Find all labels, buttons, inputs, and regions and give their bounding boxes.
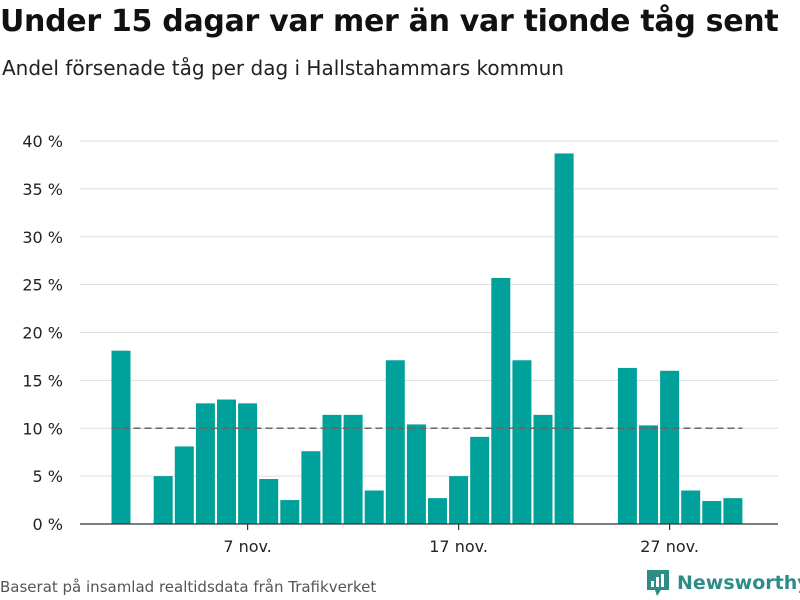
y-tick-label: 10 % bbox=[22, 419, 63, 438]
y-tick-label: 30 % bbox=[22, 228, 63, 247]
brand-logo: Newsworthy bbox=[645, 568, 800, 598]
bar bbox=[259, 478, 279, 524]
bars bbox=[111, 153, 743, 524]
y-tick-label: 25 % bbox=[22, 276, 63, 295]
y-tick-label: 5 % bbox=[33, 467, 63, 486]
newsworthy-logo-icon bbox=[647, 570, 669, 596]
bar bbox=[639, 425, 658, 524]
bar bbox=[533, 414, 553, 524]
bar bbox=[512, 360, 532, 524]
bar bbox=[322, 414, 342, 524]
brand-name: Newsworthy bbox=[677, 572, 800, 594]
bar bbox=[723, 498, 743, 524]
bar bbox=[449, 476, 469, 524]
bar bbox=[385, 360, 405, 524]
bar bbox=[238, 403, 258, 524]
bar bbox=[491, 277, 511, 524]
bar bbox=[174, 446, 194, 524]
bar bbox=[681, 490, 701, 524]
x-tick-label: 27 nov. bbox=[640, 537, 699, 556]
bar bbox=[217, 399, 236, 524]
bar bbox=[617, 367, 637, 524]
bar bbox=[364, 490, 384, 524]
y-tick-label: 0 % bbox=[33, 515, 63, 534]
bar bbox=[660, 370, 680, 524]
y-tick-label: 15 % bbox=[22, 371, 63, 390]
chart-subtitle: Andel försenade tåg per dag i Hallstaham… bbox=[2, 56, 564, 80]
bar bbox=[153, 476, 173, 524]
bar bbox=[470, 436, 490, 524]
bar bbox=[554, 153, 574, 524]
bar bbox=[195, 403, 215, 524]
x-axis: 7 nov. 17 nov. 27 nov. bbox=[80, 523, 778, 556]
bar bbox=[111, 350, 131, 524]
y-tick-label: 40 % bbox=[22, 132, 63, 151]
bar bbox=[301, 451, 321, 524]
y-axis-ticks: 0 % 5 % 10 % 15 % 20 % 25 % 30 % 35 % 40 % bbox=[22, 132, 63, 534]
source-note: Baserat på insamlad realtidsdata från Tr… bbox=[0, 578, 377, 596]
y-tick-label: 20 % bbox=[22, 324, 63, 343]
x-tick-label: 17 nov. bbox=[429, 537, 488, 556]
grid-lines bbox=[80, 140, 778, 477]
bar bbox=[702, 501, 722, 524]
x-tick-label: 7 nov. bbox=[223, 537, 272, 556]
bar bbox=[406, 424, 426, 524]
y-tick-label: 35 % bbox=[22, 180, 63, 199]
bar bbox=[343, 414, 363, 524]
bar bbox=[428, 498, 447, 524]
chart-title: Under 15 dagar var mer än var tionde tåg… bbox=[0, 4, 779, 39]
bar bbox=[280, 500, 300, 524]
